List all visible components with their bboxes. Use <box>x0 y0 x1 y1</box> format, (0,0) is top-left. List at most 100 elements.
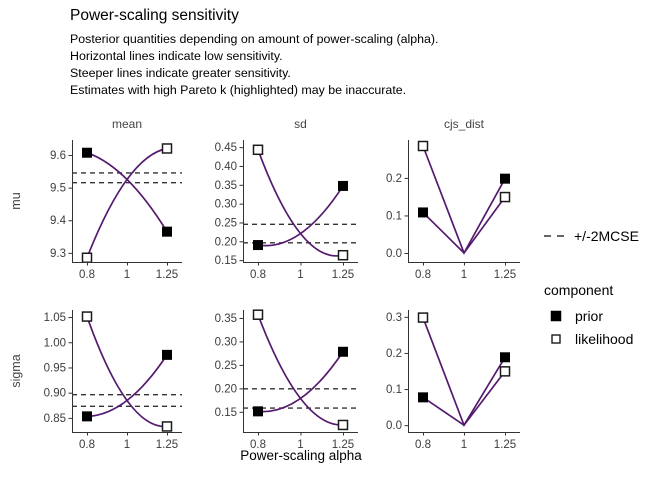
x-tick-label: 1.25 <box>332 269 354 281</box>
legend-label-likelihood: likelihood <box>575 331 633 347</box>
x-tick-label: 1.25 <box>156 439 178 451</box>
x-tick-label: 0.8 <box>79 269 95 281</box>
facet-col-title-cjs_dist: cjs_dist <box>444 117 485 131</box>
series-line-sigma-cjs_dist-prior <box>422 356 506 427</box>
point-sigma-mean-likelihood-1.25 <box>161 421 173 432</box>
x-tick-label: 0.8 <box>415 269 431 281</box>
y-tick-label: 0.1 <box>386 210 402 222</box>
x-tick-label: 1 <box>297 439 303 451</box>
x-tick-label: 1 <box>124 439 130 451</box>
y-tick-label: 0.35 <box>215 180 237 192</box>
x-tick-label: 1.25 <box>156 269 178 281</box>
panel-mu-sd: 0.15 0.20 0.25 0.30 0.35 0.40 0.45 0.8 1 1.25 <box>215 140 358 281</box>
y-tick-label: 9.5 <box>50 183 66 195</box>
point-mu-mean-likelihood-0.8 <box>81 252 93 264</box>
facet-col-title-mean: mean <box>112 117 142 131</box>
point-mu-sd-likelihood-0.8 <box>252 144 264 156</box>
x-tick-label: 0.8 <box>79 439 95 451</box>
facet-row-title-sigma: sigma <box>9 354 23 387</box>
point-sigma-sd-likelihood-1.25 <box>337 419 349 431</box>
point-mu-cjs_dist-likelihood-1.25 <box>499 191 511 203</box>
series-line-mu-mean-prior <box>86 151 168 233</box>
series-line-mu-cjs_dist-prior <box>422 178 506 255</box>
x-tick-label: 1 <box>461 439 467 451</box>
y-tick-label: 1.05 <box>44 312 66 324</box>
y-tick-label: 0.95 <box>44 362 66 374</box>
series-line-sigma-cjs_dist-likelihood <box>422 317 506 427</box>
legend-key-likelihood-icon <box>551 334 561 344</box>
y-tick-label: 0.15 <box>215 255 237 267</box>
facet-col-title-sd: sd <box>294 117 307 131</box>
legend-component-title: component <box>544 282 613 298</box>
series-line-mu-sd-prior <box>257 185 344 247</box>
point-mu-mean-likelihood-1.25 <box>161 143 173 154</box>
y-tick-label: 0.0 <box>386 248 402 260</box>
point-sigma-mean-likelihood-0.8 <box>81 311 93 322</box>
y-tick-label: 0.20 <box>215 236 237 248</box>
y-tick-label: 0.25 <box>215 217 237 229</box>
x-tick-label: 1 <box>124 269 130 281</box>
panel-sigma-cjs_dist: 0.0 0.1 0.2 0.3 0.8 1 1.25 <box>386 310 520 451</box>
panel-mu-mean: 9.3 9.4 9.5 9.6 0.8 1 1.25 <box>50 140 182 281</box>
series-line-sigma-mean-likelihood <box>86 316 168 428</box>
x-tick-label: 1 <box>297 269 303 281</box>
point-mu-sd-prior-0.8 <box>253 240 263 251</box>
series-line-sigma-sd-prior <box>257 351 344 413</box>
subtitle-line: Steeper lines indicate greater sensitivi… <box>70 66 291 80</box>
y-tick-label: 1.00 <box>44 337 66 349</box>
point-sigma-cjs_dist-prior-0.8 <box>418 392 428 403</box>
x-tick-label: 0.8 <box>415 439 431 451</box>
y-tick-label: 9.6 <box>50 150 66 162</box>
y-tick-label: 0.15 <box>215 407 237 419</box>
point-mu-mean-prior-1.25 <box>162 226 172 237</box>
point-sigma-mean-prior-0.8 <box>82 411 92 422</box>
y-tick-label: 0.35 <box>215 313 237 325</box>
point-mu-sd-prior-1.25 <box>338 180 348 191</box>
y-tick-label: 0.30 <box>215 199 237 211</box>
legend-key-prior-icon <box>550 310 562 322</box>
point-mu-sd-likelihood-1.25 <box>337 249 349 261</box>
point-sigma-mean-prior-1.25 <box>162 349 172 360</box>
point-sigma-sd-prior-1.25 <box>338 346 348 357</box>
point-sigma-cjs_dist-likelihood-1.25 <box>499 366 511 377</box>
point-sigma-cjs_dist-prior-1.25 <box>500 352 510 363</box>
point-mu-cjs_dist-prior-1.25 <box>500 173 510 184</box>
y-tick-label: 0.2 <box>386 173 402 185</box>
x-tick-label: 1 <box>461 269 467 281</box>
y-tick-label: 9.4 <box>50 215 67 227</box>
point-sigma-cjs_dist-likelihood-0.8 <box>417 312 429 323</box>
x-tick-label: 1.25 <box>494 269 516 281</box>
panel-mu-cjs_dist: 0.0 0.1 0.2 0.8 1 1.25 <box>386 140 520 281</box>
y-tick-label: 0.0 <box>386 420 402 432</box>
series-line-mu-cjs_dist-likelihood <box>422 145 506 255</box>
y-tick-label: 0.85 <box>44 413 66 425</box>
series-line-mu-sd-likelihood <box>257 149 344 257</box>
facet-row-title-mu: mu <box>9 192 23 209</box>
y-tick-label: 9.3 <box>50 248 66 260</box>
y-tick-label: 0.20 <box>215 383 237 395</box>
point-mu-cjs_dist-likelihood-0.8 <box>417 140 429 152</box>
panel-sigma-sd: 0.15 0.20 0.25 0.30 0.35 0.8 1 1.25 <box>215 309 358 451</box>
point-sigma-sd-prior-0.8 <box>253 406 263 417</box>
subtitle-line: Horizontal lines indicate low sensitivit… <box>70 49 283 63</box>
plot-title: Power-scaling sensitivity <box>70 7 239 24</box>
x-tick-label: 0.8 <box>250 269 266 281</box>
y-tick-label: 0.45 <box>215 142 237 154</box>
series-line-mu-mean-likelihood <box>86 147 168 259</box>
legend: +/-2MCSE component prior likelihood <box>544 228 639 347</box>
point-sigma-sd-likelihood-0.8 <box>252 309 264 320</box>
series-line-sigma-mean-prior <box>86 354 168 418</box>
y-tick-label: 0.90 <box>44 388 66 400</box>
x-tick-label: 1.25 <box>494 439 516 451</box>
panel-sigma-mean: 0.85 0.90 0.95 1.00 1.05 0.8 1 1.25 <box>44 310 182 451</box>
point-mu-mean-prior-0.8 <box>82 147 92 158</box>
legend-mcse-label: +/-2MCSE <box>574 228 639 244</box>
legend-label-prior: prior <box>575 308 603 324</box>
y-tick-label: 0.25 <box>215 360 237 372</box>
x-tick-label: 0.8 <box>250 439 266 451</box>
point-mu-cjs_dist-prior-0.8 <box>418 207 428 218</box>
y-tick-label: 0.2 <box>386 348 402 360</box>
x-tick-label: 1.25 <box>332 439 354 451</box>
y-tick-label: 0.40 <box>215 161 237 173</box>
